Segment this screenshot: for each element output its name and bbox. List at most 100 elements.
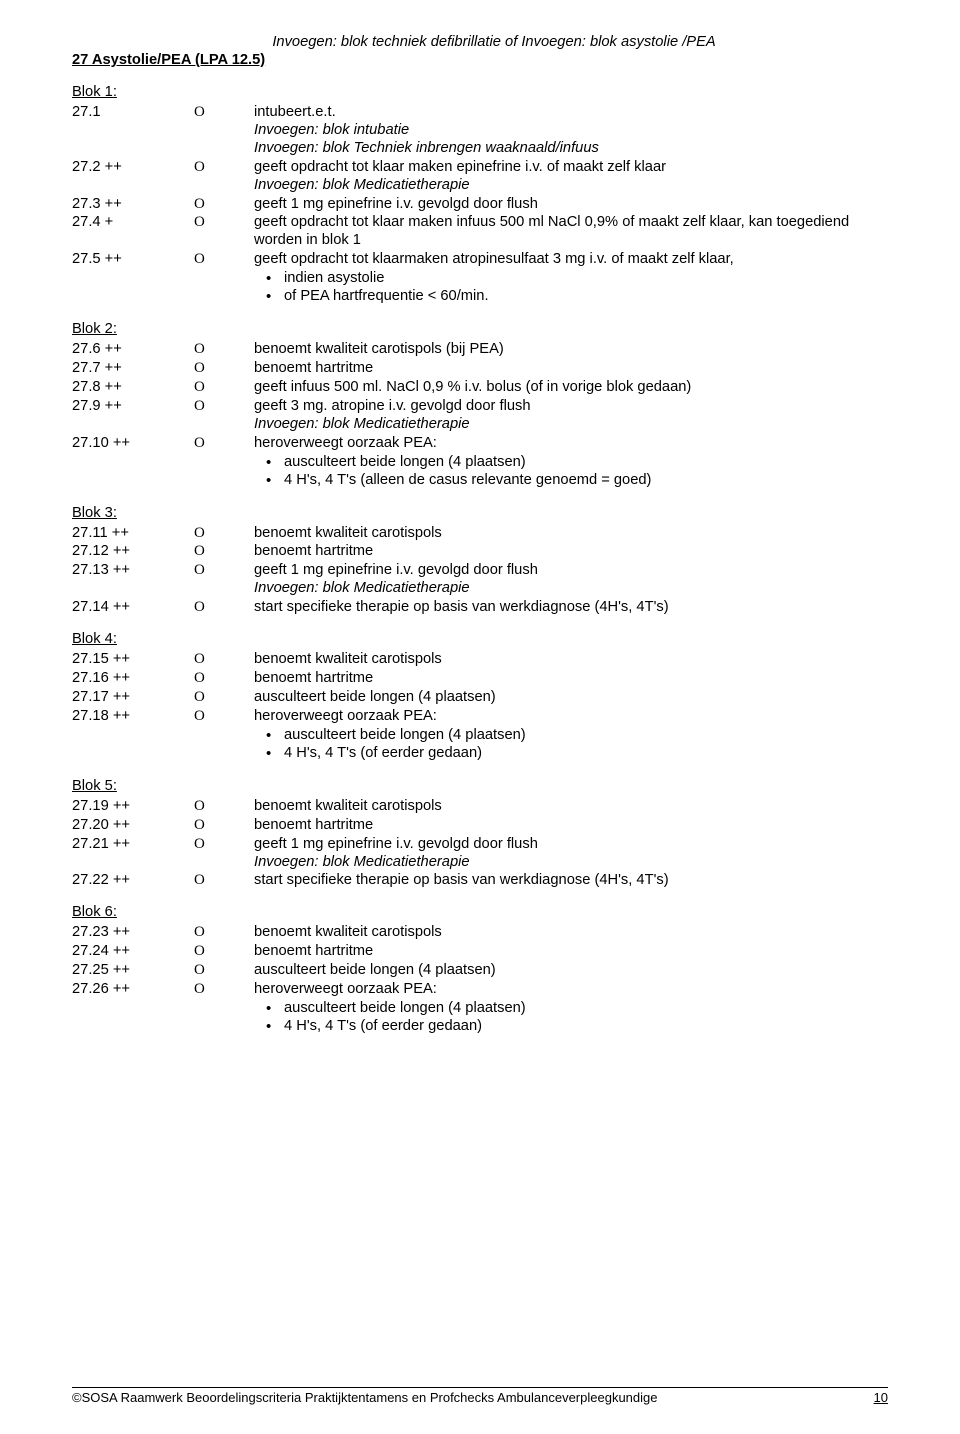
- item-row: 27.23 ++Obenoemt kwaliteit carotispols: [72, 923, 888, 942]
- item-text: benoemt kwaliteit carotispols (bij PEA): [254, 341, 888, 359]
- bullets-body: ausculteert beide longen (4 plaatsen)4 H…: [254, 726, 888, 764]
- o-marker: O: [194, 434, 254, 452]
- col-o-empty: [194, 416, 254, 434]
- item-row: 27.15 ++Obenoemt kwaliteit carotispols: [72, 650, 888, 669]
- o-marker: O: [194, 797, 254, 815]
- o-marker: O: [194, 158, 254, 176]
- item-text: geeft infuus 500 ml. NaCl 0,9 % i.v. bol…: [254, 379, 888, 397]
- bullets-body: ausculteert beide longen (4 plaatsen)4 H…: [254, 999, 888, 1037]
- o-marker: O: [194, 250, 254, 268]
- o-marker: O: [194, 542, 254, 560]
- item-text: benoemt hartritme: [254, 670, 888, 688]
- item-text: geeft opdracht tot klaar maken epinefrin…: [254, 159, 888, 177]
- item-text: geeft 3 mg. atropine i.v. gevolgd door f…: [254, 398, 888, 416]
- bullets-body: indien asystolieof PEA hartfrequentie < …: [254, 269, 888, 307]
- bullet-item: 4 H's, 4 T's (of eerder gedaan): [272, 1018, 888, 1036]
- item-text: geeft 1 mg epinefrine i.v. gevolgd door …: [254, 562, 888, 580]
- bullet-item: indien asystolie: [272, 270, 888, 288]
- item-text: intubeert.e.t.: [254, 104, 888, 122]
- item-row: 27.16 ++Obenoemt hartritme: [72, 669, 888, 688]
- o-marker: O: [194, 524, 254, 542]
- item-number: 27.9 ++: [72, 398, 194, 416]
- document-page: Invoegen: blok techniek defibrillatie of…: [0, 0, 960, 1434]
- blocks-container: Blok 1:27.1Ointubeert.e.t.Invoegen: blok…: [72, 84, 888, 1037]
- o-marker: O: [194, 961, 254, 979]
- o-marker: O: [194, 923, 254, 941]
- item-row: 27.3 ++Ogeeft 1 mg epinefrine i.v. gevol…: [72, 195, 888, 214]
- item-row: 27.25 ++Oausculteert beide longen (4 pla…: [72, 961, 888, 980]
- o-marker: O: [194, 980, 254, 998]
- item-number: 27.21 ++: [72, 836, 194, 854]
- bullet-list: indien asystolieof PEA hartfrequentie < …: [254, 270, 888, 306]
- item-text: start specifieke therapie op basis van w…: [254, 872, 888, 890]
- item-row: 27.7 ++Obenoemt hartritme: [72, 359, 888, 378]
- item-row: 27.17 ++Oausculteert beide longen (4 pla…: [72, 688, 888, 707]
- item-text: ausculteert beide longen (4 plaatsen): [254, 689, 888, 707]
- o-marker: O: [194, 669, 254, 687]
- o-marker: O: [194, 816, 254, 834]
- page-number: 10: [874, 1390, 888, 1406]
- item-text: benoemt hartritme: [254, 360, 888, 378]
- o-marker: O: [194, 103, 254, 121]
- item-row: 27.11 ++Obenoemt kwaliteit carotispols: [72, 524, 888, 543]
- o-marker: O: [194, 195, 254, 213]
- item-number: 27.2 ++: [72, 159, 194, 177]
- item-row: 27.2 ++Ogeeft opdracht tot klaar maken e…: [72, 158, 888, 177]
- o-marker: O: [194, 359, 254, 377]
- o-marker: O: [194, 871, 254, 889]
- insert-text: Invoegen: blok Medicatietherapie: [254, 177, 888, 195]
- col-num-empty: [72, 854, 194, 872]
- item-number: 27.18 ++: [72, 708, 194, 726]
- header-insert-text: Invoegen: blok techniek defibrillatie of…: [100, 34, 888, 52]
- col-num-empty: [72, 416, 194, 434]
- item-number: 27.7 ++: [72, 360, 194, 378]
- item-text: geeft 1 mg epinefrine i.v. gevolgd door …: [254, 836, 888, 854]
- o-marker: O: [194, 707, 254, 725]
- bullet-list: ausculteert beide longen (4 plaatsen)4 H…: [254, 454, 888, 490]
- o-marker: O: [194, 213, 254, 231]
- item-text: heroverweegt oorzaak PEA:: [254, 435, 888, 453]
- item-row: 27.21 ++Ogeeft 1 mg epinefrine i.v. gevo…: [72, 835, 888, 854]
- item-row: 27.14 ++Ostart specifieke therapie op ba…: [72, 598, 888, 617]
- item-text: heroverweegt oorzaak PEA:: [254, 981, 888, 999]
- bullet-item: ausculteert beide longen (4 plaatsen): [272, 1000, 888, 1018]
- o-marker: O: [194, 650, 254, 668]
- blok-title: Blok 3:: [72, 505, 888, 523]
- bullet-item: 4 H's, 4 T's (alleen de casus relevante …: [272, 472, 888, 490]
- item-number: 27.12 ++: [72, 543, 194, 561]
- item-row: 27.5 ++Ogeeft opdracht tot klaarmaken at…: [72, 250, 888, 269]
- o-marker: O: [194, 561, 254, 579]
- insert-row: Invoegen: blok Medicatietherapie: [72, 580, 888, 598]
- blok-title: Blok 5:: [72, 778, 888, 796]
- blok-title: Blok 6:: [72, 904, 888, 922]
- insert-row: Invoegen: blok intubatie: [72, 122, 888, 140]
- item-number: 27.14 ++: [72, 599, 194, 617]
- col-o-empty: [194, 177, 254, 195]
- o-marker: O: [194, 340, 254, 358]
- item-number: 27.8 ++: [72, 379, 194, 397]
- bullets-row: ausculteert beide longen (4 plaatsen)4 H…: [72, 999, 888, 1037]
- item-text: benoemt kwaliteit carotispols: [254, 798, 888, 816]
- o-marker: O: [194, 688, 254, 706]
- item-text: geeft opdracht tot klaarmaken atropinesu…: [254, 251, 888, 269]
- o-marker: O: [194, 598, 254, 616]
- item-text: benoemt kwaliteit carotispols: [254, 924, 888, 942]
- col-num-empty: [72, 140, 194, 158]
- item-number: 27.6 ++: [72, 341, 194, 359]
- item-text: start specifieke therapie op basis van w…: [254, 599, 888, 617]
- bullets-body: ausculteert beide longen (4 plaatsen)4 H…: [254, 453, 888, 491]
- footer-text: ©SOSA Raamwerk Beoordelingscriteria Prak…: [72, 1390, 657, 1406]
- item-number: 27.5 ++: [72, 251, 194, 269]
- insert-text: Invoegen: blok Medicatietherapie: [254, 854, 888, 872]
- item-text: geeft opdracht tot klaar maken infuus 50…: [254, 214, 888, 250]
- item-row: 27.26 ++Oheroverweegt oorzaak PEA:: [72, 980, 888, 999]
- insert-row: Invoegen: blok Techniek inbrengen waakna…: [72, 140, 888, 158]
- o-marker: O: [194, 378, 254, 396]
- item-row: 27.9 ++Ogeeft 3 mg. atropine i.v. gevolg…: [72, 397, 888, 416]
- item-text: benoemt kwaliteit carotispols: [254, 651, 888, 669]
- bullets-row: ausculteert beide longen (4 plaatsen)4 H…: [72, 726, 888, 764]
- item-number: 27.17 ++: [72, 689, 194, 707]
- item-number: 27.3 ++: [72, 196, 194, 214]
- item-row: 27.22 ++Ostart specifieke therapie op ba…: [72, 871, 888, 890]
- col-o-empty: [194, 122, 254, 140]
